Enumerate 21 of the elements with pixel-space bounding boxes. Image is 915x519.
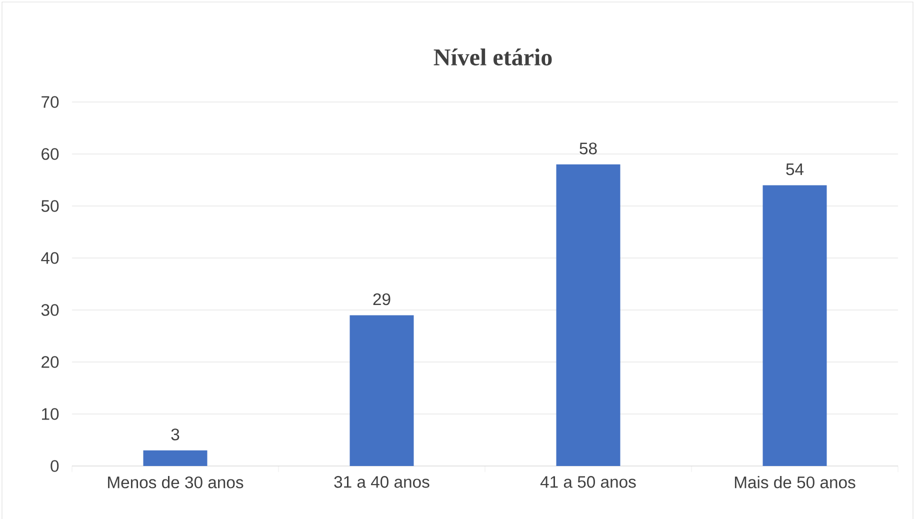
y-tick-label: 70 <box>42 96 59 108</box>
data-label: 58 <box>580 142 597 154</box>
chart-title: Nível etário <box>434 48 552 66</box>
bar <box>350 315 414 466</box>
y-tick-label: 10 <box>42 408 59 420</box>
y-tick-label: 60 <box>42 148 59 160</box>
x-tick-label: Mais de 50 anos <box>734 476 856 488</box>
data-label: 54 <box>786 164 804 176</box>
data-label: 3 <box>171 428 180 440</box>
y-tick-label: 50 <box>41 200 59 212</box>
y-tick-label: 30 <box>41 304 59 316</box>
bar <box>556 164 620 466</box>
x-tick-label: 41 a 50 anos <box>540 476 636 488</box>
data-label: 29 <box>373 293 390 306</box>
y-tick-label: 40 <box>41 252 59 264</box>
y-tick-label: 20 <box>42 356 59 368</box>
bar <box>762 185 827 466</box>
x-tick-label: 31 a 40 anos <box>334 476 430 488</box>
y-tick-label: 0 <box>50 460 59 472</box>
x-tick-label: Menos de 30 anos <box>108 476 244 488</box>
bar <box>143 450 208 466</box>
